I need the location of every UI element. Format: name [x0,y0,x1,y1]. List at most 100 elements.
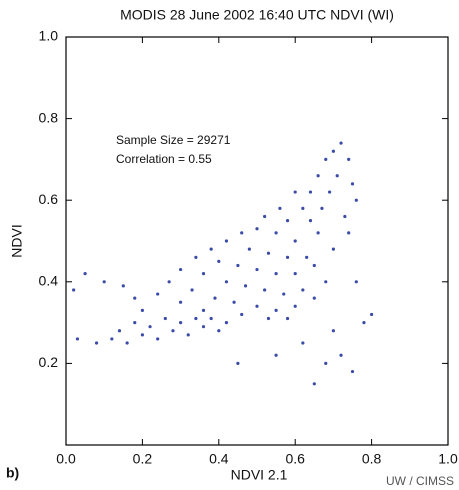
point [331,247,335,251]
chart-title: MODIS 28 June 2002 16:40 UTC NDVI (WI) [120,7,394,23]
point [320,206,324,210]
point [312,382,316,386]
y-tick-label: 0.2 [39,354,59,370]
point [201,325,206,329]
x-tick-label: 0.2 [133,451,153,467]
credit: UW / CIMSS [386,474,454,488]
point [354,280,358,284]
point [354,198,358,202]
point [350,369,355,374]
point [285,255,290,259]
point [133,321,137,325]
point [308,219,313,223]
point [209,247,213,251]
y-axis-label: NDVI [9,224,25,257]
plot-frame [65,36,449,446]
point [339,141,343,145]
point [327,190,332,194]
annotation: Sample Size = 29271 [116,133,231,147]
point [156,292,160,296]
point [75,337,80,341]
point [179,267,183,272]
point [282,292,286,296]
point [350,182,355,186]
point [331,149,335,153]
y-tick-label: 0.8 [39,109,59,125]
point [312,263,316,268]
point [316,231,320,235]
x-tick-label: 0.6 [285,451,305,467]
point [308,190,313,194]
point [117,329,122,333]
point [240,312,244,317]
point [263,214,267,219]
point [301,341,305,345]
point [247,247,251,251]
point [362,321,366,325]
point [324,157,328,161]
point [140,333,144,337]
point [194,255,198,259]
point [293,190,297,194]
annotation: Correlation = 0.55 [116,152,212,166]
point [293,272,297,276]
point [171,329,175,333]
x-tick-label: 0.4 [209,451,229,467]
point [190,288,194,292]
point [285,219,290,223]
point [163,316,167,321]
point [236,361,240,365]
point [274,231,278,235]
y-tick-label: 0.4 [39,273,59,289]
point [266,316,271,321]
point [305,255,309,259]
point [255,267,259,272]
point [186,333,190,337]
x-tick-label: 0.0 [56,451,76,467]
point [285,316,290,321]
point [125,341,129,345]
point [274,272,278,276]
point [274,308,278,312]
point [209,316,213,321]
point [347,157,351,161]
y-tick-label: 1.0 [39,28,59,44]
point [236,263,240,268]
point [243,284,248,288]
point [240,231,244,235]
point [121,284,125,288]
point [156,337,160,341]
x-axis-label: NDVI 2.1 [231,467,288,483]
point [110,337,114,341]
point [140,308,144,312]
point [324,280,328,284]
point [72,288,76,292]
point [224,321,229,325]
point [148,325,152,329]
point [339,353,343,357]
point [331,329,335,333]
point [201,272,206,276]
point [343,214,347,219]
point [194,316,198,321]
point [293,239,297,243]
point [301,206,305,210]
point [312,296,316,300]
point [316,174,320,178]
point [301,288,305,292]
point [224,280,229,284]
point [167,280,171,284]
point [335,174,339,178]
point [179,300,183,304]
x-tick-label: 0.8 [362,451,382,467]
point [94,341,99,345]
point [293,304,297,308]
point [224,239,229,243]
y-tick-label: 0.6 [39,191,59,207]
panel-label: b) [6,465,19,481]
point [255,304,259,308]
point [370,312,374,317]
point [324,361,328,365]
point [217,329,221,333]
